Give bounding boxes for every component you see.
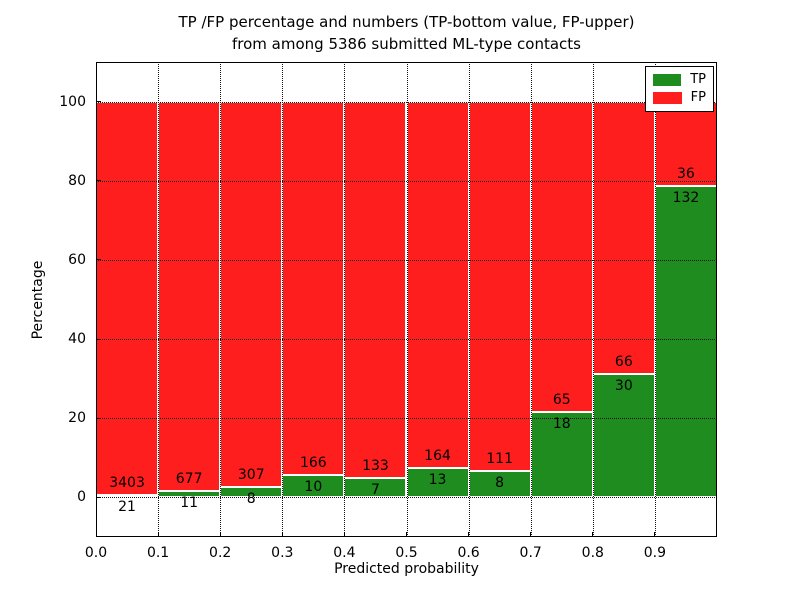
tp-bar-segment — [468, 470, 531, 498]
y-tick-label: 100 — [59, 93, 86, 110]
x-tick-label: 0.0 — [84, 545, 108, 561]
tp-count-label: 30 — [614, 377, 633, 394]
fp-bar-segment — [282, 101, 345, 475]
fp-count-label: 166 — [299, 454, 327, 471]
value-labels-layer: 3403 21 677 11 307 8 166 10 133 7 164 13 111 8 65 18 66 3… — [96, 62, 717, 537]
tp-count-label: 13 — [428, 472, 447, 489]
tp-bar-segment — [530, 411, 593, 498]
y-axis-label: Percentage — [30, 260, 46, 340]
plot-area: 3403 21 677 11 307 8 166 10 133 7 164 13 111 8 65 18 66 3… — [96, 62, 717, 537]
chart-title: TP /FP percentage and numbers (TP-bottom… — [96, 11, 717, 55]
fp-count-label: 36 — [677, 166, 695, 183]
y-tick-label: 20 — [68, 410, 86, 427]
tp-legend-label: TP — [690, 72, 706, 87]
fp-legend-swatch-icon — [653, 92, 682, 104]
fp-count-label: 111 — [486, 450, 513, 467]
tp-bar-segment — [406, 468, 469, 498]
y-tick-label: 0 — [77, 489, 86, 506]
tp-count-label: 8 — [246, 491, 256, 508]
fp-bar-segment — [220, 101, 283, 488]
x-tick-label: 0.9 — [643, 545, 667, 561]
chart-title-line-2: from among 5386 submitted ML-type contac… — [232, 35, 581, 53]
x-tick-label: 0.5 — [395, 545, 418, 561]
x-axis-label: Predicted probability — [334, 561, 479, 577]
x-tick-label: 0.8 — [581, 545, 604, 561]
fp-bar-segment — [654, 101, 717, 187]
y-tick-label: 60 — [68, 251, 86, 268]
tp-count-label: 132 — [672, 190, 700, 207]
legend: TP FP — [645, 66, 714, 112]
tp-count-label: 21 — [118, 498, 136, 515]
fp-count-label: 677 — [175, 471, 203, 488]
chart-title-line-1: TP /FP percentage and numbers (TP-bottom… — [178, 13, 635, 31]
x-tick-label: 0.1 — [146, 545, 170, 561]
tp-count-label: 11 — [180, 495, 199, 512]
tp-count-label: 18 — [552, 415, 571, 432]
fp-bar-segment — [592, 101, 655, 374]
tp-count-label: 7 — [370, 481, 380, 498]
bars-layer — [96, 62, 717, 537]
legend-entry-tp: TP — [653, 73, 706, 87]
legend-entry-fp: FP — [653, 91, 706, 105]
fp-count-label: 3403 — [109, 474, 145, 491]
fp-bar-segment — [530, 101, 593, 412]
fp-bar-segment — [468, 101, 531, 471]
x-tick-label: 0.3 — [271, 545, 294, 561]
tp-legend-swatch-icon — [653, 74, 682, 86]
fp-legend-label: FP — [690, 90, 706, 105]
x-tick-label: 0.2 — [209, 545, 232, 561]
fp-count-label: 307 — [237, 467, 265, 484]
tp-count-label: 8 — [495, 474, 505, 491]
fp-count-label: 164 — [424, 448, 451, 465]
x-tick-label: 0.6 — [457, 545, 480, 561]
fp-count-label: 65 — [552, 391, 571, 408]
y-tick-label: 80 — [68, 172, 86, 189]
tp-bar-segment — [592, 373, 655, 498]
x-tick-label: 0.7 — [519, 545, 542, 561]
fp-count-label: 66 — [614, 353, 633, 370]
x-tick-label: 0.4 — [333, 545, 356, 561]
y-tick-label: 40 — [68, 331, 86, 348]
fp-count-label: 133 — [362, 457, 389, 474]
tp-count-label: 10 — [304, 478, 323, 495]
tp-bar-segment — [654, 186, 717, 498]
